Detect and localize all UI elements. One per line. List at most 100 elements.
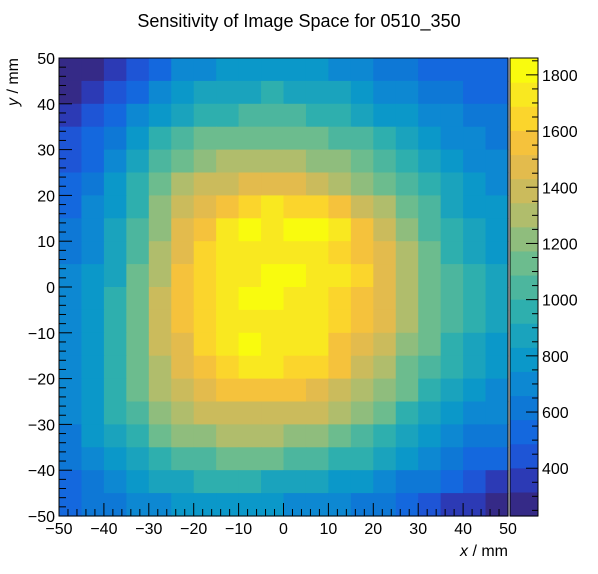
- colorbar-segment: [510, 106, 538, 131]
- x-tick-label: −50: [45, 521, 72, 538]
- heatmap-cell: [485, 493, 509, 517]
- heatmap-cell: [463, 378, 487, 403]
- heatmap-cell: [238, 493, 262, 517]
- heatmap-cell: [395, 80, 419, 105]
- heatmap-cell: [283, 401, 307, 425]
- heatmap-cell: [59, 172, 83, 196]
- heatmap-cell: [81, 103, 105, 128]
- heatmap-cell: [373, 149, 397, 174]
- heatmap-cell: [261, 58, 285, 82]
- heatmap-cell: [193, 470, 217, 494]
- heatmap-cell: [418, 149, 442, 174]
- heatmap-cell: [440, 309, 464, 334]
- heatmap-cell: [350, 103, 374, 128]
- heatmap-cell: [283, 493, 307, 517]
- y-axis-label: y / mm: [5, 58, 22, 107]
- heatmap-cell: [81, 241, 105, 265]
- heatmap-cell: [59, 149, 83, 174]
- x-axis: −50 −40 −30 −20 −10 0 10 20 30 40 50: [45, 503, 517, 538]
- heatmap-cell: [328, 218, 352, 242]
- heatmap-cell: [485, 241, 509, 265]
- heatmap-cell: [126, 470, 150, 494]
- heatmap-cell: [418, 378, 442, 403]
- heatmap-cell: [216, 447, 240, 471]
- heatmap-cell: [305, 401, 329, 425]
- heatmap-cell: [81, 309, 105, 334]
- heatmap-cell: [328, 195, 352, 219]
- heatmap-cell: [126, 355, 150, 380]
- heatmap-cell: [261, 218, 285, 242]
- heatmap-cell: [103, 401, 127, 425]
- heatmap-cell: [193, 195, 217, 219]
- heatmap-cell: [193, 447, 217, 471]
- heatmap-cell: [485, 126, 509, 151]
- heatmap-cell: [193, 58, 217, 82]
- heatmap-cell: [463, 241, 487, 265]
- heatmap-cell: [193, 424, 217, 448]
- heatmap-cell: [216, 103, 240, 128]
- heatmap-cell: [350, 264, 374, 288]
- heatmap-cell: [103, 218, 127, 242]
- heatmap-cell: [395, 58, 419, 82]
- colorbar-segment: [510, 226, 538, 252]
- heatmap-cell: [328, 287, 352, 311]
- heatmap-cell: [216, 58, 240, 82]
- heatmap-cell: [485, 355, 509, 380]
- heatmap-cell: [373, 241, 397, 265]
- heatmap-cell: [59, 287, 83, 311]
- heatmap-cell: [305, 264, 329, 288]
- heatmap-cell: [395, 218, 419, 242]
- heatmap-cell: [216, 401, 240, 425]
- heatmap-cell: [59, 218, 83, 242]
- heatmap-cell: [59, 103, 83, 128]
- heatmap-cell: [81, 58, 105, 82]
- heatmap-cell: [261, 103, 285, 128]
- heatmap-cell: [350, 195, 374, 219]
- heatmap-cell: [193, 355, 217, 380]
- heatmap-cell: [193, 218, 217, 242]
- heatmap-cell: [81, 126, 105, 151]
- heatmap-cell: [283, 172, 307, 196]
- heatmap-cell: [148, 424, 172, 448]
- heatmap-cell: [126, 309, 150, 334]
- heatmap-cell: [81, 493, 105, 517]
- heatmap-cell: [283, 264, 307, 288]
- heatmap-cell: [148, 58, 172, 82]
- heatmap-cell: [283, 58, 307, 82]
- heatmap-cell: [148, 195, 172, 219]
- heatmap-cell: [283, 80, 307, 105]
- x-tick-label: 0: [279, 521, 288, 538]
- heatmap-cell: [148, 493, 172, 517]
- heatmap-cell: [395, 103, 419, 128]
- heatmap-cell: [238, 172, 262, 196]
- heatmap-cell: [373, 103, 397, 128]
- heatmap-cell: [171, 332, 195, 357]
- heatmap-cell: [148, 287, 172, 311]
- y-tick-label: −40: [28, 463, 55, 480]
- heatmap-cell: [216, 80, 240, 105]
- heatmap-cell: [171, 241, 195, 265]
- heatmap-cell: [373, 401, 397, 425]
- heatmap-cell: [485, 309, 509, 334]
- heatmap-cell: [103, 470, 127, 494]
- heatmap-cell: [418, 287, 442, 311]
- heatmap-cell: [126, 241, 150, 265]
- heatmap-cell: [485, 424, 509, 448]
- heatmap-cell: [171, 401, 195, 425]
- heatmap-cell: [148, 447, 172, 471]
- y-tick-label: −30: [28, 417, 55, 434]
- heatmap-cell: [440, 447, 464, 471]
- heatmap-cell: [485, 470, 509, 494]
- heatmap-cell: [126, 80, 150, 105]
- heatmap-cell: [261, 241, 285, 265]
- heatmap-cell: [148, 126, 172, 151]
- heatmap-cell: [395, 172, 419, 196]
- heatmap-cell: [59, 264, 83, 288]
- heatmap-cell: [418, 493, 442, 517]
- colorbar-tick-label: 1000: [542, 293, 578, 310]
- heatmap-cell: [350, 126, 374, 151]
- heatmap-cell: [171, 218, 195, 242]
- heatmap-cell: [328, 332, 352, 357]
- heatmap-cell: [305, 424, 329, 448]
